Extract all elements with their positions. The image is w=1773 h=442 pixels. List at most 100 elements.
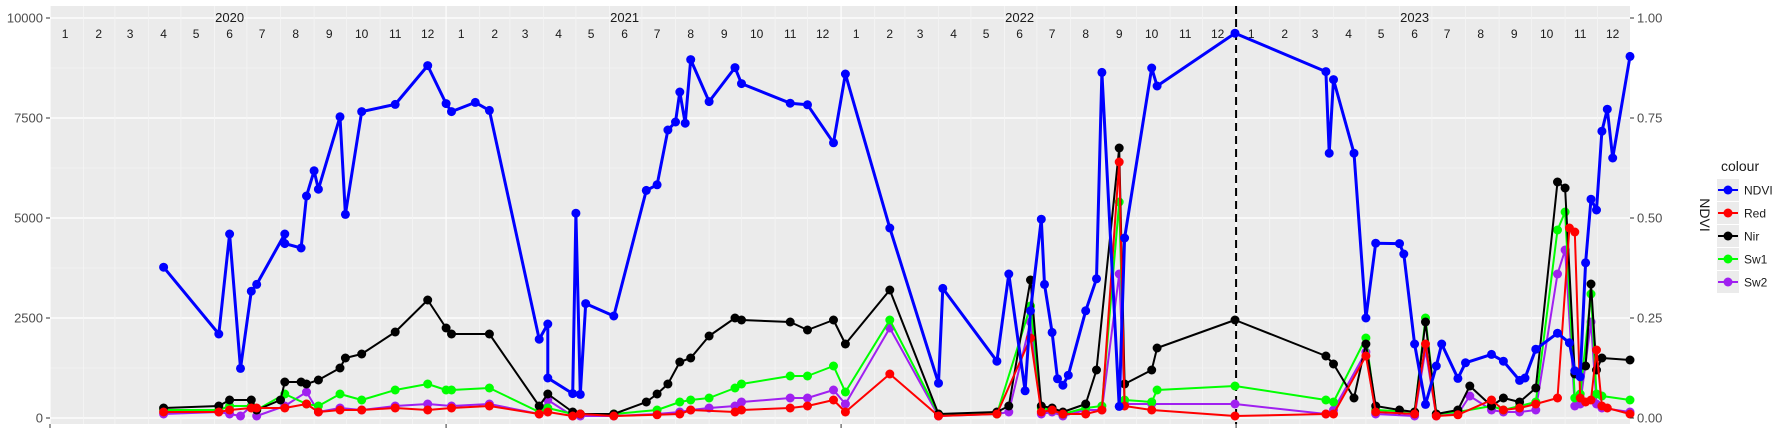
data-point-nir xyxy=(447,329,456,339)
data-point-red xyxy=(885,369,895,379)
data-point-red xyxy=(829,395,838,405)
data-point-nir xyxy=(1114,143,1124,153)
month-label: 12 xyxy=(1211,27,1225,41)
data-point-red xyxy=(737,405,746,415)
data-point-nir xyxy=(1553,177,1562,187)
data-point-red xyxy=(423,405,433,415)
data-point-nir xyxy=(302,379,311,389)
data-point-ndvi xyxy=(704,97,714,107)
legend-label: Nir xyxy=(1744,230,1759,244)
data-point-red xyxy=(534,409,544,419)
data-point-red xyxy=(1147,405,1157,415)
data-point-ndvi xyxy=(1564,338,1574,348)
data-point-nir xyxy=(652,389,662,399)
data-point-ndvi xyxy=(484,105,494,115)
data-point-ndvi xyxy=(1531,344,1541,354)
data-point-ndvi xyxy=(1036,214,1046,224)
data-point-ndvi xyxy=(1431,361,1441,371)
legend-key-point xyxy=(1723,185,1733,195)
month-label: 7 xyxy=(259,27,266,41)
month-label: 6 xyxy=(1411,27,1418,41)
data-point-ndvi xyxy=(1570,366,1580,376)
data-point-ndvi xyxy=(1421,399,1430,409)
right-axis-tick-label: 0.25 xyxy=(1637,311,1662,326)
month-label: 1 xyxy=(458,27,465,41)
data-point-nir xyxy=(686,353,696,363)
data-point-sw1 xyxy=(885,315,895,325)
data-point-ndvi xyxy=(1152,81,1162,91)
data-point-sw2 xyxy=(840,399,850,409)
data-point-ndvi xyxy=(1058,380,1068,390)
month-label: 11 xyxy=(784,27,797,41)
data-point-ndvi xyxy=(675,87,685,97)
data-point-ndvi xyxy=(423,61,433,71)
data-point-nir xyxy=(1581,361,1591,371)
month-label: 5 xyxy=(1378,27,1385,41)
data-point-nir xyxy=(1349,393,1359,403)
data-point-ndvi xyxy=(1453,373,1463,383)
month-label: 4 xyxy=(1345,27,1352,41)
month-label: 5 xyxy=(193,27,200,41)
data-point-ndvi xyxy=(1586,194,1596,204)
month-label: 9 xyxy=(1116,27,1123,41)
data-point-ndvi xyxy=(575,389,585,399)
data-point-nir xyxy=(1465,381,1475,391)
data-point-sw2 xyxy=(1465,391,1475,401)
data-point-ndvi xyxy=(680,118,690,128)
data-point-nir xyxy=(1586,279,1596,289)
data-point-ndvi xyxy=(1324,148,1334,158)
data-point-sw1 xyxy=(1329,397,1338,407)
data-point-sw1 xyxy=(686,395,696,405)
left-axis-tick-label: 10000 xyxy=(7,11,43,26)
month-label: 12 xyxy=(816,27,830,41)
data-point-ndvi xyxy=(992,356,1002,366)
month-label: 10 xyxy=(1145,27,1159,41)
data-point-ndvi xyxy=(1437,339,1447,349)
month-label: 7 xyxy=(1444,27,1451,41)
data-point-ndvi xyxy=(840,69,850,79)
year-month-labels: 1 2 3 4 5 6 7 8 9 10 11 12 1 2 3 4 5 6 7 8 9 10 11 12 1 2 3 4 5 6 7 8 9 1… xyxy=(62,10,1620,41)
data-point-nir xyxy=(840,339,850,349)
data-point-sw1 xyxy=(1321,395,1331,405)
data-point-red xyxy=(1230,411,1240,421)
data-point-sw1 xyxy=(390,385,400,395)
data-point-nir xyxy=(340,353,350,363)
plot-panel xyxy=(50,6,1630,424)
month-label: 2 xyxy=(95,27,102,41)
month-label: 12 xyxy=(421,27,435,41)
right-axis-title: NDVI xyxy=(1697,198,1713,231)
data-point-ndvi xyxy=(1625,51,1635,61)
data-point-ndvi xyxy=(1321,67,1331,77)
data-point-red xyxy=(357,405,367,415)
month-label: 5 xyxy=(588,27,595,41)
data-point-ndvi xyxy=(302,191,311,201)
data-point-nir xyxy=(663,379,673,389)
month-label: 10 xyxy=(1540,27,1554,41)
month-label: 4 xyxy=(160,27,167,41)
year-label: 2022 xyxy=(1005,10,1034,25)
data-point-red xyxy=(447,403,456,413)
data-point-nir xyxy=(1531,383,1541,393)
data-point-sw2 xyxy=(1230,399,1240,409)
data-point-ndvi xyxy=(568,389,578,399)
data-point-nir xyxy=(1152,343,1162,353)
data-point-nir xyxy=(1421,317,1430,327)
data-point-red xyxy=(785,403,795,413)
data-point-ndvi xyxy=(246,286,256,296)
data-point-ndvi xyxy=(1399,249,1409,259)
data-point-ndvi xyxy=(313,184,323,194)
month-label: 8 xyxy=(1082,27,1089,41)
data-point-ndvi xyxy=(1004,269,1014,279)
data-point-ndvi xyxy=(581,299,591,309)
month-label: 10 xyxy=(750,27,764,41)
data-point-red xyxy=(568,411,578,421)
data-point-red xyxy=(1421,339,1430,349)
data-point-nir xyxy=(675,357,685,367)
data-point-ndvi xyxy=(1026,306,1035,316)
data-point-sw2 xyxy=(785,393,795,403)
month-label: 8 xyxy=(687,27,694,41)
data-point-red xyxy=(934,411,943,421)
data-point-ndvi xyxy=(1047,327,1057,337)
series-lines xyxy=(159,28,1635,421)
data-point-ndvi xyxy=(1597,126,1607,136)
